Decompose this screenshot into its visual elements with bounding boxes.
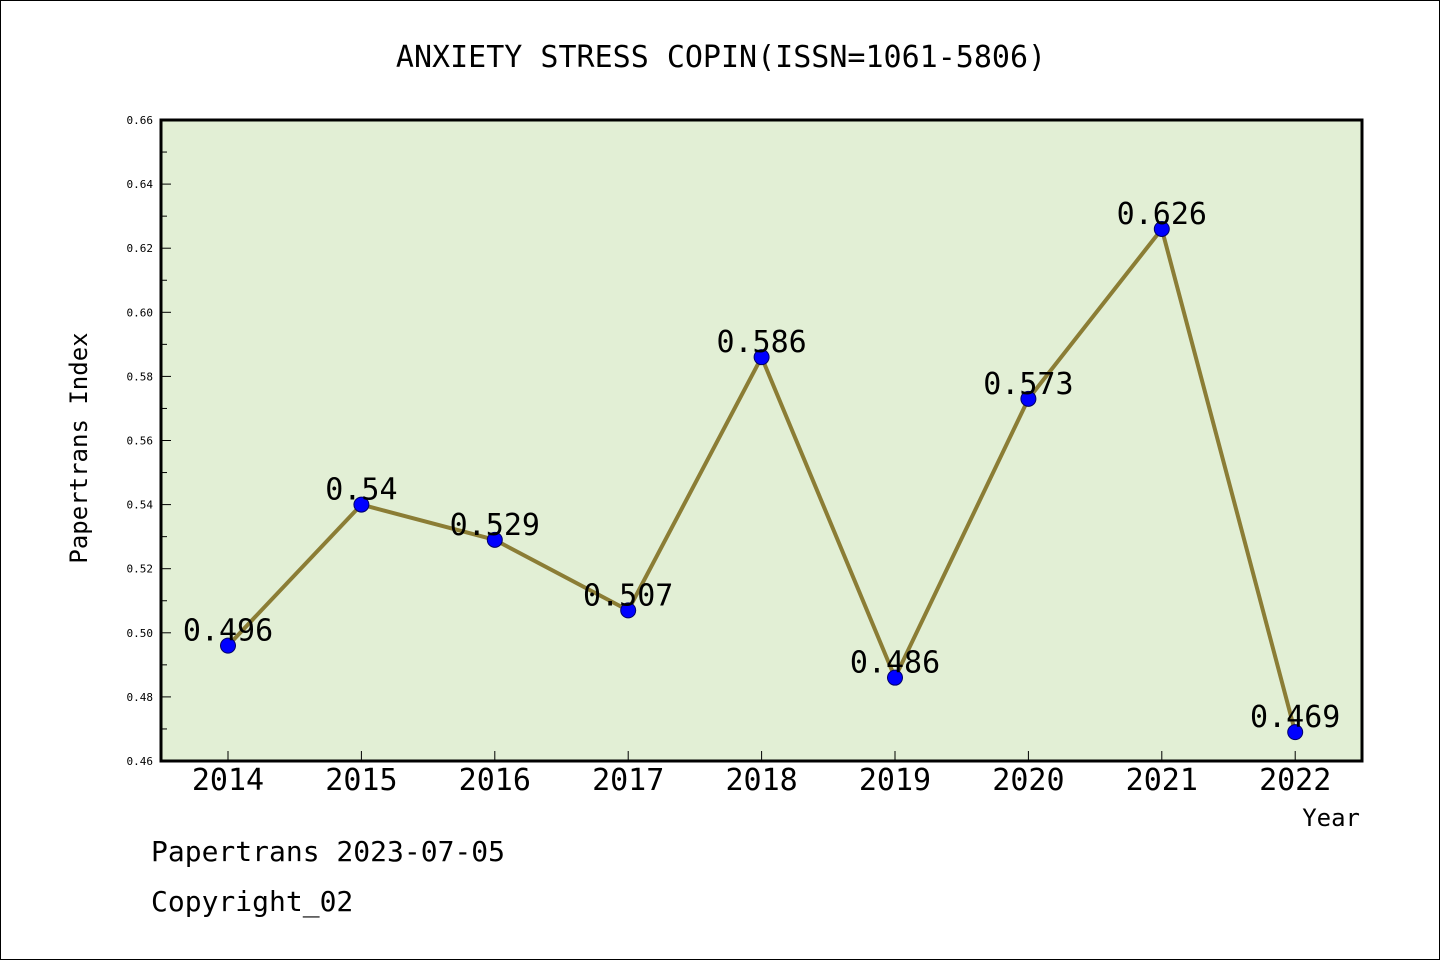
y-axis-title: Papertrans Index — [65, 332, 93, 563]
data-point — [887, 669, 903, 686]
x-tick-label: 2018 — [725, 763, 797, 798]
y-tick-label: 0.52 — [127, 563, 154, 576]
y-axis: 0.46 0.48 0.50 0.52 0.54 0.56 0.58 0.60 0.62 0.64… — [127, 114, 171, 768]
y-tick-label: 0.50 — [127, 627, 154, 640]
data-point — [620, 602, 637, 619]
data-label: 0.496 — [183, 614, 273, 649]
footer-date-text: Papertrans 2023-07-05 — [151, 835, 506, 868]
data-point — [353, 496, 370, 513]
data-label: 0.54 — [325, 473, 397, 508]
data-label: 0.626 — [1117, 197, 1207, 232]
data-label: 0.486 — [850, 646, 940, 681]
y-tick-label: 0.46 — [127, 755, 154, 768]
x-tick-label: 2016 — [459, 763, 531, 798]
data-label: 0.529 — [450, 508, 540, 543]
data-point — [220, 637, 236, 654]
chart-title: ANXIETY STRESS COPIN(ISSN=1061-5806) — [396, 40, 1046, 75]
y-tick-label: 0.62 — [127, 242, 154, 255]
y-tick-label: 0.64 — [127, 178, 154, 191]
x-tick-label: 2022 — [1259, 763, 1331, 798]
x-tick-label: 2014 — [192, 763, 264, 798]
data-label: 0.586 — [716, 325, 806, 360]
footer-copyright-text: Copyright_02 — [151, 885, 354, 918]
y-tick-label: 0.48 — [127, 691, 154, 704]
y-tick-label: 0.60 — [127, 306, 154, 319]
data-label: 0.573 — [983, 367, 1073, 402]
y-tick-label: 0.58 — [127, 370, 154, 383]
y-tick-label: 0.54 — [127, 499, 154, 512]
data-point — [1020, 390, 1037, 407]
x-tick-label: 2019 — [859, 763, 931, 798]
x-axis-title: Year — [1302, 804, 1360, 832]
data-point — [1287, 724, 1304, 741]
x-tick-label: 2020 — [992, 763, 1064, 798]
x-axis: 2014 2015 2016 2017 2018 2019 2020 2021 2022 — [192, 751, 1331, 798]
x-tick-label: 2017 — [592, 763, 664, 798]
series-group: 0.496 0.54 0.529 0.507 0.586 0.486 0.573 0.626 0… — [183, 197, 1340, 741]
y-tick-label: 0.66 — [127, 114, 154, 127]
data-label: 0.469 — [1250, 700, 1340, 735]
data-point — [486, 531, 503, 548]
data-point — [1153, 220, 1170, 237]
y-tick-label: 0.56 — [127, 435, 154, 448]
data-label: 0.507 — [583, 578, 673, 613]
x-tick-label: 2015 — [325, 763, 397, 798]
data-point — [753, 349, 770, 366]
x-tick-label: 2021 — [1126, 763, 1198, 798]
